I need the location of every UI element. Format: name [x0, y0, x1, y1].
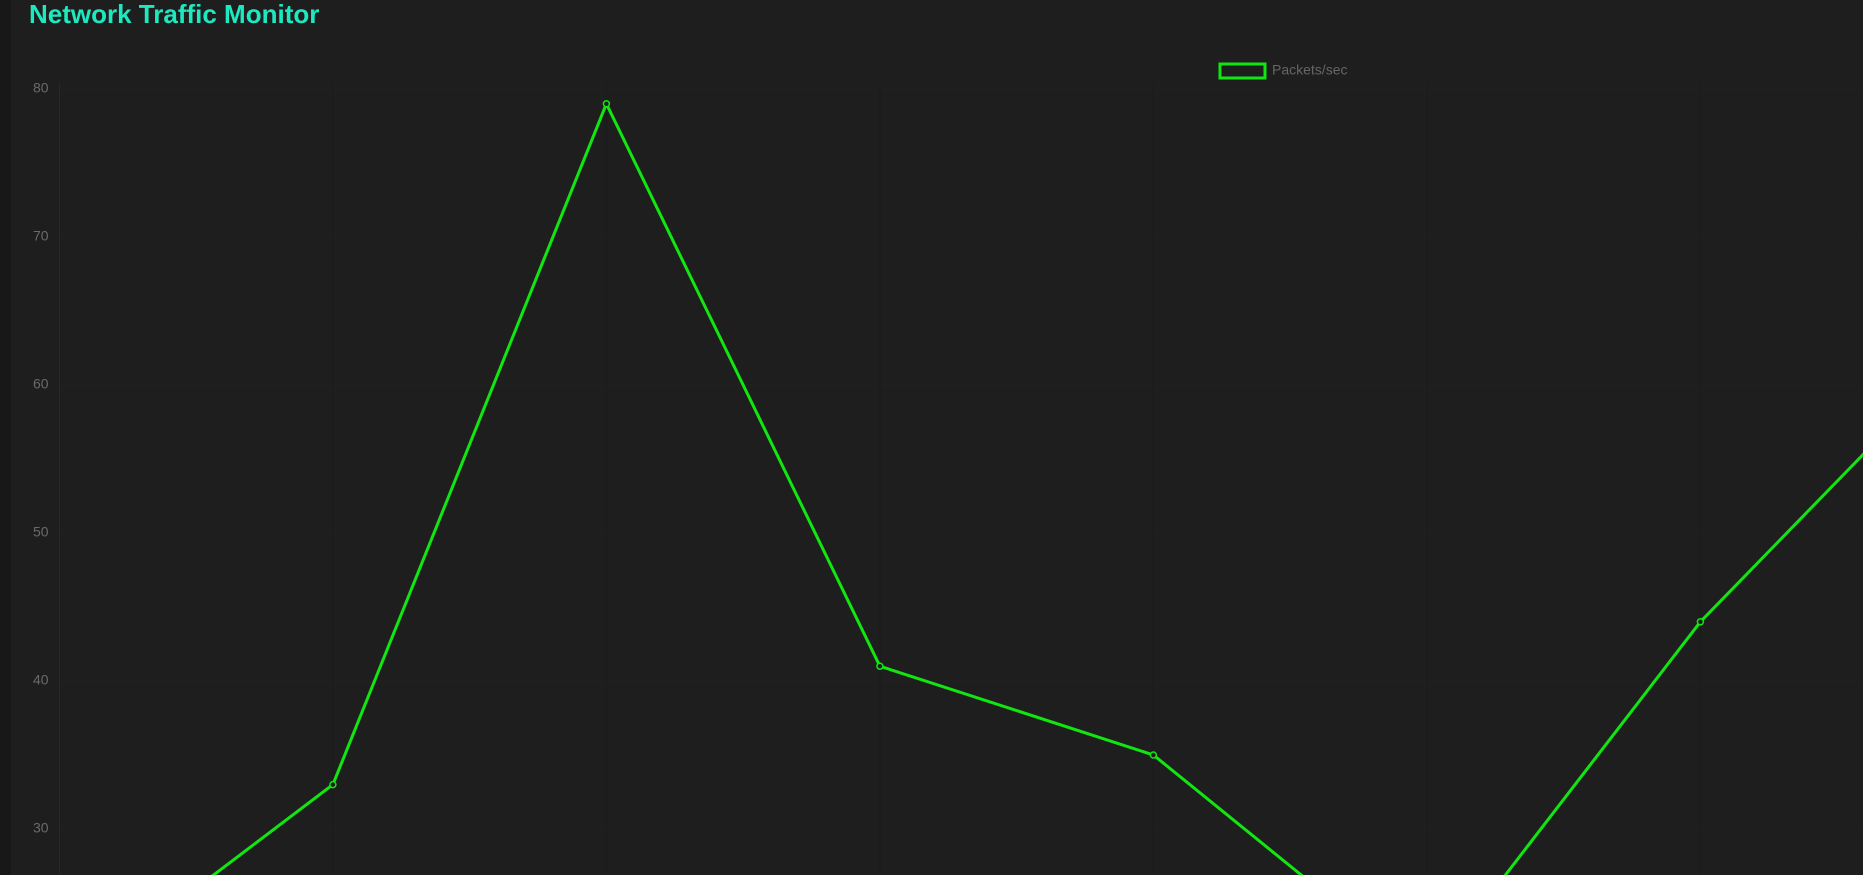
- y-tick-label: 50: [33, 524, 49, 540]
- y-tick-label: 80: [33, 80, 49, 96]
- side-strip: [0, 0, 11, 875]
- data-point: [1696, 618, 1705, 626]
- data-point: [602, 100, 611, 108]
- chart-title: Network Traffic Monitor: [29, 0, 319, 29]
- y-tick-label: 40: [33, 672, 49, 688]
- y-tick-label: 60: [33, 376, 49, 392]
- data-point: [876, 662, 884, 670]
- plot-area: [59, 83, 1863, 875]
- data-line: [211, 102, 1863, 875]
- y-tick-label: 30: [33, 820, 49, 836]
- legend-label: Packets/sec: [1272, 62, 1347, 78]
- y-tick-label: 70: [33, 228, 49, 244]
- legend-swatch: [1218, 62, 1267, 80]
- data-point: [329, 780, 337, 789]
- data-point: [1149, 751, 1158, 759]
